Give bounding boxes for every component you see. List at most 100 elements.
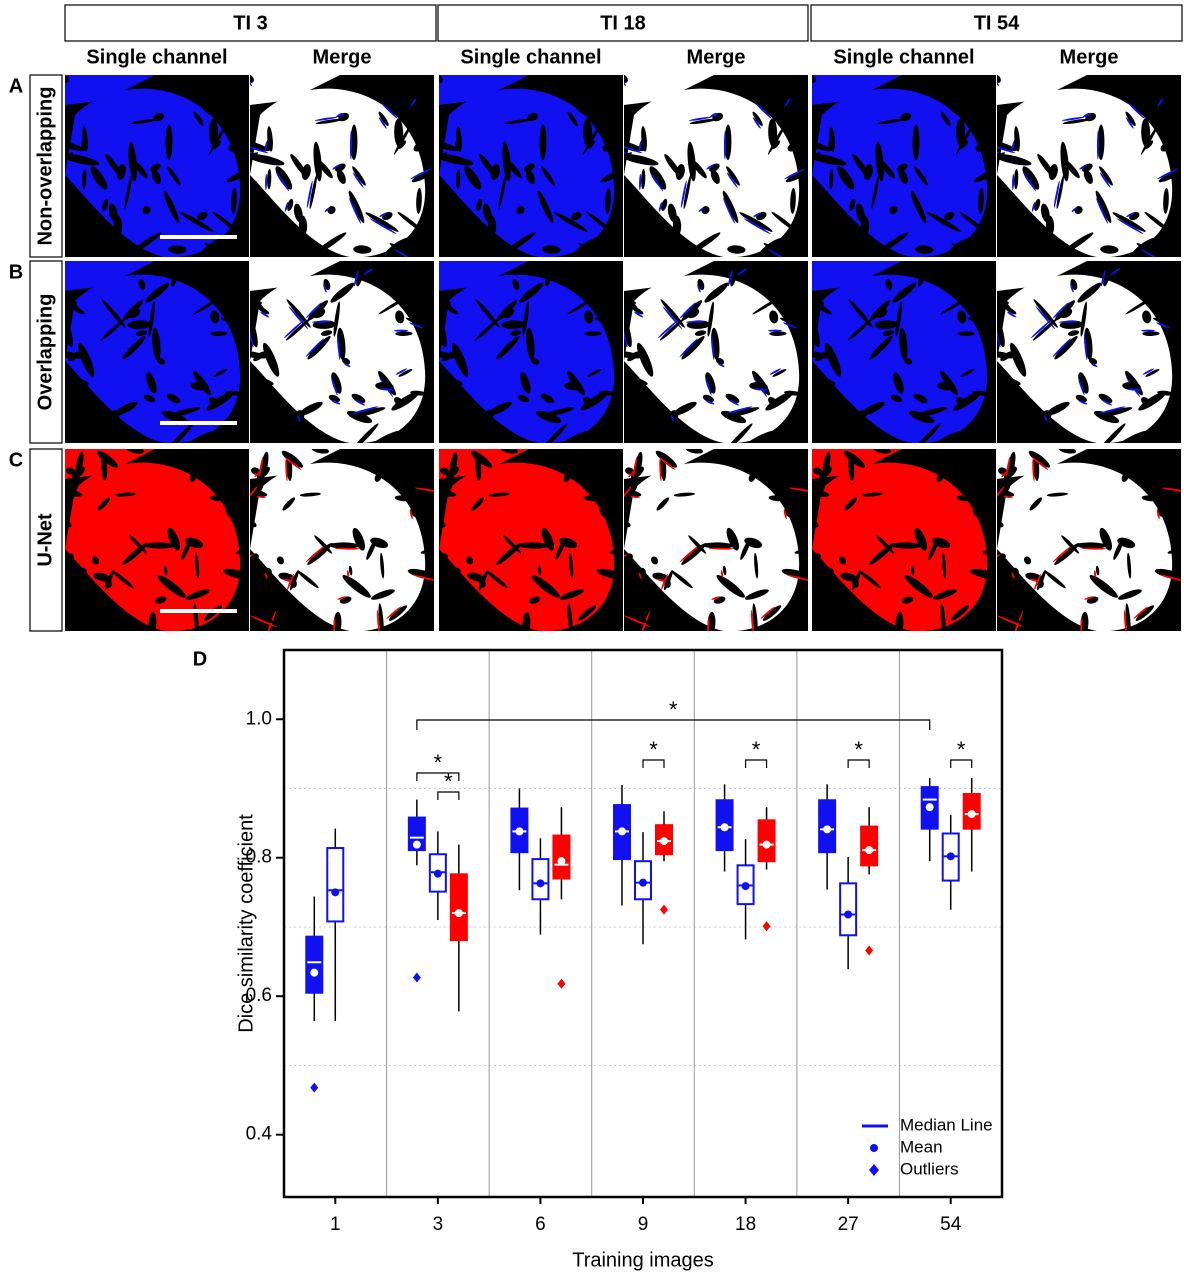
tissue-gap [165, 423, 194, 443]
tissue-gap [959, 211, 986, 233]
tissue-gap [397, 211, 424, 233]
tissue-gap [1152, 317, 1170, 326]
tissue-gap [825, 567, 834, 577]
tissue-gap [1155, 482, 1181, 492]
overlay-edge [376, 609, 380, 631]
tissue-gap [959, 623, 994, 631]
tissue-gap [181, 539, 192, 560]
tissue-gap [624, 553, 633, 564]
tissue-gap [913, 393, 928, 404]
tissue-gap [213, 140, 222, 149]
tissue-gap [127, 320, 152, 329]
tissue-gap [504, 118, 533, 125]
tissue-gap [501, 320, 526, 329]
tissue-gap [250, 285, 266, 313]
tissue-gap [863, 164, 873, 180]
overlay-edge [754, 102, 772, 119]
tissue-gap [313, 141, 322, 182]
column-header: TI 3 [233, 12, 267, 34]
tissue-gap [649, 166, 667, 190]
significance-label: * [649, 737, 658, 762]
tissue-gap [874, 320, 899, 329]
tissue-gap [212, 623, 247, 631]
tissue [65, 274, 241, 443]
tissue-gap [126, 449, 144, 454]
tissue-gap [281, 450, 303, 468]
tissue-gap [778, 79, 808, 107]
tissue-gap [138, 278, 146, 290]
overlay-edge [334, 547, 360, 550]
micrograph [812, 261, 996, 443]
tissue-gap [942, 552, 947, 579]
tissue-gap [592, 469, 623, 479]
tissue-gap [403, 469, 434, 479]
tissue-gap [475, 299, 500, 328]
tissue-gap [535, 410, 562, 424]
overlay-edge [658, 320, 678, 339]
tissue-gap [522, 611, 531, 631]
tissue-gap [829, 168, 834, 190]
tissue-gap [898, 169, 908, 184]
tissue [250, 75, 340, 105]
tissue-gap [407, 568, 434, 580]
tissue-gap [910, 190, 927, 224]
tissue-gap [65, 487, 83, 497]
tissue [439, 261, 529, 291]
tissue-gap [624, 75, 628, 83]
overlay-edge [1123, 609, 1127, 631]
tissue-gap [571, 211, 582, 221]
overlay-edge [335, 113, 344, 118]
tissue-gap [567, 96, 589, 117]
tissue-gap [1075, 394, 1087, 403]
significance-label: * [752, 737, 761, 762]
tissue-gap [101, 299, 126, 328]
tissue-gap [193, 293, 227, 315]
tissue-gap [440, 467, 450, 475]
overlay-edge [1156, 322, 1170, 329]
tissue-gap [659, 318, 685, 341]
tissue-gap [812, 285, 828, 313]
overlay-edge [658, 456, 676, 470]
tissue-gap [439, 409, 452, 420]
overlay-edge [344, 363, 351, 368]
tissue-gap [748, 472, 757, 482]
tissue-gap [204, 243, 237, 257]
overlay-edge [680, 180, 687, 208]
overlay-edge [333, 617, 336, 631]
tissue-gap [640, 137, 647, 151]
overlay-edge [306, 180, 313, 208]
tissue-gap [673, 401, 697, 416]
overlay-edge [718, 363, 725, 368]
tissue-gap [587, 368, 602, 377]
tissue-gap [890, 542, 922, 549]
overlay-edge [264, 572, 268, 579]
overlay-edge [349, 197, 361, 224]
tissue-gap [580, 75, 591, 84]
overlay-edge [1099, 172, 1111, 188]
tissue-gap [627, 351, 640, 362]
tissue-gap [812, 376, 836, 386]
overlay-edge [1140, 249, 1167, 257]
tissue-gap [586, 211, 613, 233]
mean-marker [762, 840, 771, 849]
box [531, 858, 550, 901]
overlay-edge [783, 322, 797, 329]
overlay-edge [679, 302, 696, 319]
tissue-gap [1142, 310, 1152, 324]
micrograph [812, 75, 996, 257]
tissue-gap [1099, 166, 1113, 186]
tissue-gap [189, 472, 198, 482]
y-axis-label: Dice similarity coefficient [235, 814, 257, 1033]
tissue-gap [350, 423, 379, 443]
tissue-gap [213, 368, 228, 377]
tissue-gap [813, 467, 823, 475]
tissue-gap [352, 166, 366, 186]
tissue-gap [157, 357, 166, 365]
tissue-gap [726, 407, 760, 418]
overlay-edge [743, 218, 771, 234]
tissue [812, 261, 902, 291]
micrograph [250, 75, 434, 257]
tissue-gap [93, 572, 111, 582]
overlay-edge [351, 406, 379, 414]
micrograph [250, 261, 434, 443]
